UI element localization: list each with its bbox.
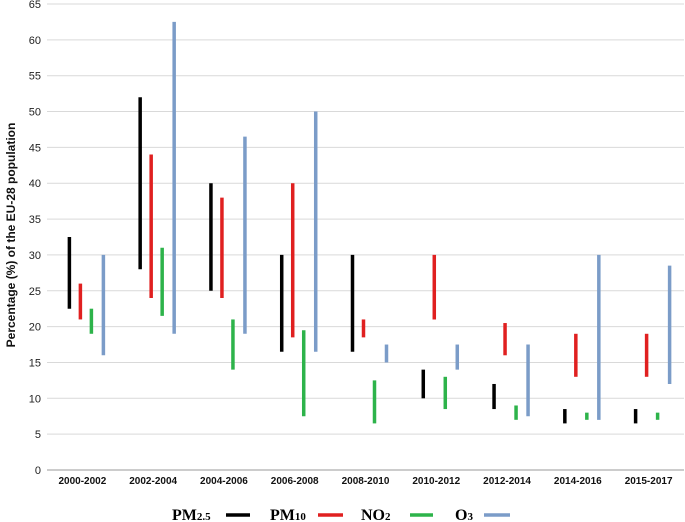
x-tick-label: 2004-2006 bbox=[200, 476, 248, 487]
legend-label: O3 bbox=[455, 507, 473, 522]
y-tick-label: 20 bbox=[29, 322, 41, 334]
legend-label: PM2.5 bbox=[172, 507, 211, 522]
y-tick-label: 40 bbox=[29, 178, 41, 190]
legend-item: O3 bbox=[455, 507, 510, 522]
legend-item: PM10 bbox=[270, 507, 343, 522]
x-tick-label: 2010-2012 bbox=[412, 476, 460, 487]
y-tick-label: 0 bbox=[35, 465, 41, 477]
x-tick-label: 2012-2014 bbox=[483, 476, 531, 487]
y-tick-label: 45 bbox=[29, 142, 41, 154]
x-tick-label: 2015-2017 bbox=[625, 476, 673, 487]
x-tick-label: 2006-2008 bbox=[271, 476, 319, 487]
legend-item: NO2 bbox=[361, 507, 433, 522]
legend-label: PM10 bbox=[270, 507, 306, 522]
y-tick-label: 10 bbox=[29, 393, 41, 405]
y-tick-label: 60 bbox=[29, 35, 41, 47]
range-bars bbox=[67, 21, 672, 424]
x-tick-label: 2008-2010 bbox=[342, 476, 390, 487]
grid-lines bbox=[47, 3, 684, 435]
y-axis-label: Percentage (%) of the EU-28 population bbox=[4, 123, 18, 348]
y-tick-label: 15 bbox=[29, 357, 41, 369]
legend: PM2.5 PM10 NO2 O3 bbox=[172, 507, 510, 522]
x-tick-label: 2014-2016 bbox=[554, 476, 602, 487]
y-tick-label: 25 bbox=[29, 286, 41, 298]
legend-label: NO2 bbox=[361, 507, 391, 522]
x-tick-label: 2000-2002 bbox=[58, 476, 106, 487]
y-tick-label: 30 bbox=[29, 250, 41, 262]
y-tick-label: 65 bbox=[29, 0, 41, 11]
y-tick-label: 55 bbox=[29, 71, 41, 83]
x-tick-label: 2002-2004 bbox=[129, 476, 177, 487]
y-tick-label: 35 bbox=[29, 214, 41, 226]
y-tick-label: 50 bbox=[29, 107, 41, 119]
legend-item: PM2.5 bbox=[172, 507, 250, 522]
y-tick-label: 5 bbox=[35, 429, 41, 441]
x-axis-categories: 2000-2002 2002-2004 2004-2006 2006-2008 2008… bbox=[58, 476, 672, 487]
y-axis-ticks: 0 5 10 15 20 25 30 35 40 45 50 55 60 65 bbox=[29, 0, 41, 477]
